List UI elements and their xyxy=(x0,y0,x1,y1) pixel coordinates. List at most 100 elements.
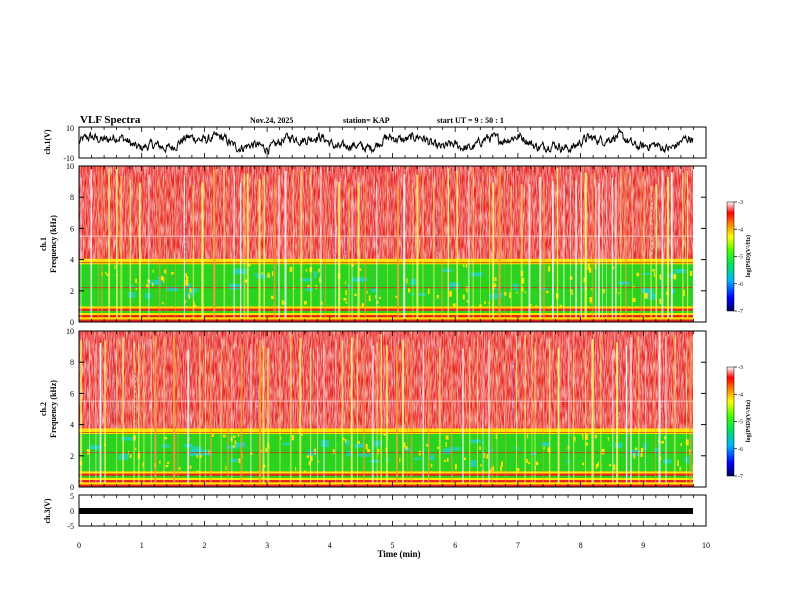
ch1-spectrogram-patch xyxy=(410,278,417,286)
ch1-spectrogram-ytick-label: 8 xyxy=(70,193,74,202)
ch1-spectrogram-speck xyxy=(494,283,497,288)
ch1-spectrogram-speck xyxy=(659,274,662,280)
ch2-spectrogram-patch xyxy=(470,439,482,444)
ch1-spectrogram-speck xyxy=(509,292,511,298)
ch1-spectrogram-patch xyxy=(145,292,151,300)
ch2-spectrogram-patch xyxy=(345,439,350,446)
ch2-spectrogram-patch xyxy=(89,445,101,450)
ch1-spectrogram-speck xyxy=(632,297,636,303)
ch1-spectrogram-ytick-label: 4 xyxy=(70,256,74,265)
ch2-spectrogram-speck xyxy=(582,462,585,466)
ch1-spectrogram-speck xyxy=(105,271,107,274)
ch1-spectrogram-speck xyxy=(406,277,408,284)
ch2-spectrogram-image xyxy=(79,331,693,487)
ch1-spectrogram-speck xyxy=(591,287,593,291)
ch1-spectrogram-patch xyxy=(370,289,377,293)
ch1-spectrogram-patch xyxy=(642,272,652,275)
ch2-spectrogram-patch xyxy=(614,442,623,449)
ch1-spectrogram-patch xyxy=(149,280,162,286)
ch1-spectrogram-patch xyxy=(410,293,415,296)
ch2-spectrogram-speck xyxy=(464,457,466,460)
ch2-spectrogram-speck xyxy=(280,437,282,440)
ch1-spectrogram-speck xyxy=(145,284,149,288)
ch1-spectrogram-image xyxy=(79,166,693,322)
ch1-spectrogram-patch xyxy=(228,283,242,290)
ch2-spectrogram-patch xyxy=(448,447,461,451)
ch1-spectrogram-patch xyxy=(299,278,313,282)
ch1-colorbar-gradient xyxy=(726,201,735,312)
ch1-spectrogram-speck xyxy=(261,272,264,275)
ch1-spectrogram-patch xyxy=(674,269,687,274)
ch2-spectrogram-speck xyxy=(317,460,319,463)
ch1-spectrogram-speck xyxy=(271,271,274,277)
ch2-spectrogram-speck xyxy=(238,458,241,464)
ch1-spectrogram-speck xyxy=(516,291,518,294)
ch2-spectrogram-speck xyxy=(207,450,210,455)
ch2-spectrogram-speck xyxy=(260,449,262,453)
x-tick-label: 9 xyxy=(641,541,645,550)
ch1-spectrogram-speck xyxy=(427,288,430,295)
ch1-spectrogram-speck xyxy=(546,291,549,294)
ch1-spectrogram-speck xyxy=(163,277,165,283)
ch1-spectrogram-speck xyxy=(689,271,693,276)
ch1-spectrogram-speck xyxy=(343,297,347,301)
ch1-spectrogram-low-freq-stripe xyxy=(79,308,693,311)
ch1-spectrogram-speck xyxy=(354,293,357,297)
ch1-spectrogram-patch xyxy=(166,286,179,292)
ch1-spectrogram-low-power-band xyxy=(79,264,693,307)
x-tick-label: 5 xyxy=(391,541,395,550)
ch2-spectrogram-speck xyxy=(585,442,588,446)
ch1-spectrogram-speck xyxy=(652,269,655,272)
ch1-spectrogram-patch xyxy=(157,276,161,282)
ch1-spectrogram-speck xyxy=(185,280,189,286)
ch2-spectrogram-speck xyxy=(129,454,132,458)
ch1-spectrogram-speck xyxy=(361,303,364,308)
ch2-spectrogram-speck xyxy=(495,434,497,440)
ch2-spectrogram-speck xyxy=(426,444,429,447)
ch1-spectrogram-speck xyxy=(319,277,321,283)
x-tick-label: 1 xyxy=(140,541,144,550)
ch1-spectrogram-speck xyxy=(466,300,470,303)
ch2-colorbar-tick-label: -6 xyxy=(738,447,743,453)
ch1-spectrogram-patch xyxy=(128,292,136,298)
ch1-spectrogram-speck xyxy=(188,294,190,299)
ch2-spectrogram-patch xyxy=(230,458,241,463)
ch1-spectrogram-speck xyxy=(248,264,251,267)
ch2-spectrogram-speck xyxy=(445,442,447,448)
x-tick-label: 2 xyxy=(202,541,206,550)
ch1-spectrogram-speck xyxy=(320,301,323,305)
x-axis-label: Time (min) xyxy=(377,549,420,559)
ch2-spectrogram-speck xyxy=(446,458,449,462)
ch2-spectrogram-patch xyxy=(192,446,202,453)
ch2-spectrogram-speck xyxy=(680,443,682,446)
x-tick-label: 8 xyxy=(579,541,583,550)
ch1-colorbar-label: log(PSD)(V²/Hz) xyxy=(745,235,752,277)
ch2-spectrogram-patch xyxy=(235,442,246,448)
ch2-spectrogram-panel: 0 2 4 6 8 10 ch.2 Frequency (kHz) xyxy=(39,327,707,492)
ch2-spectrogram-speck xyxy=(234,440,237,445)
ch1-colorbar: -3 -4 -5 -6 -7 log(PSD)(V²/Hz) xyxy=(726,200,752,315)
ch2-spectrogram-speck xyxy=(178,467,181,470)
ch1-colorbar-tick-label: -5 xyxy=(738,255,743,261)
ch2-spectrogram-speck xyxy=(142,462,144,468)
ch1-spectrogram-patch xyxy=(418,293,426,297)
ch2-spectrogram-channel-label: ch.2 xyxy=(39,402,48,416)
ch2-spectrogram-speck xyxy=(165,465,169,468)
ch1-spectrogram-speck xyxy=(589,297,593,303)
ch1-spectrogram-speck xyxy=(307,285,310,288)
ch2-spectrogram-speck xyxy=(443,459,446,462)
x-tick-label: 3 xyxy=(265,541,269,550)
ch1-spectrogram-speck xyxy=(466,289,468,293)
ch1-spectrogram-low-freq-stripe xyxy=(79,310,693,313)
time-x-axis: 0 1 2 3 4 5 6 7 8 9 10 xyxy=(77,127,710,550)
ch2-colorbar-tick-label: -5 xyxy=(738,420,743,426)
ch1-spectrogram-speck xyxy=(345,301,348,304)
ch3-waveform-ylabel: ch.3(V) xyxy=(43,498,52,523)
ch1-spectrogram-speck xyxy=(408,288,411,293)
ch1-spectrogram-speck xyxy=(395,295,399,298)
ch2-spectrogram-speck xyxy=(225,465,227,471)
ch2-spectrogram-patch xyxy=(354,442,365,448)
ch2-spectrogram-speck xyxy=(597,461,599,467)
ch2-spectrogram-speck xyxy=(445,435,449,440)
ch2-spectrogram-speck xyxy=(535,461,539,466)
